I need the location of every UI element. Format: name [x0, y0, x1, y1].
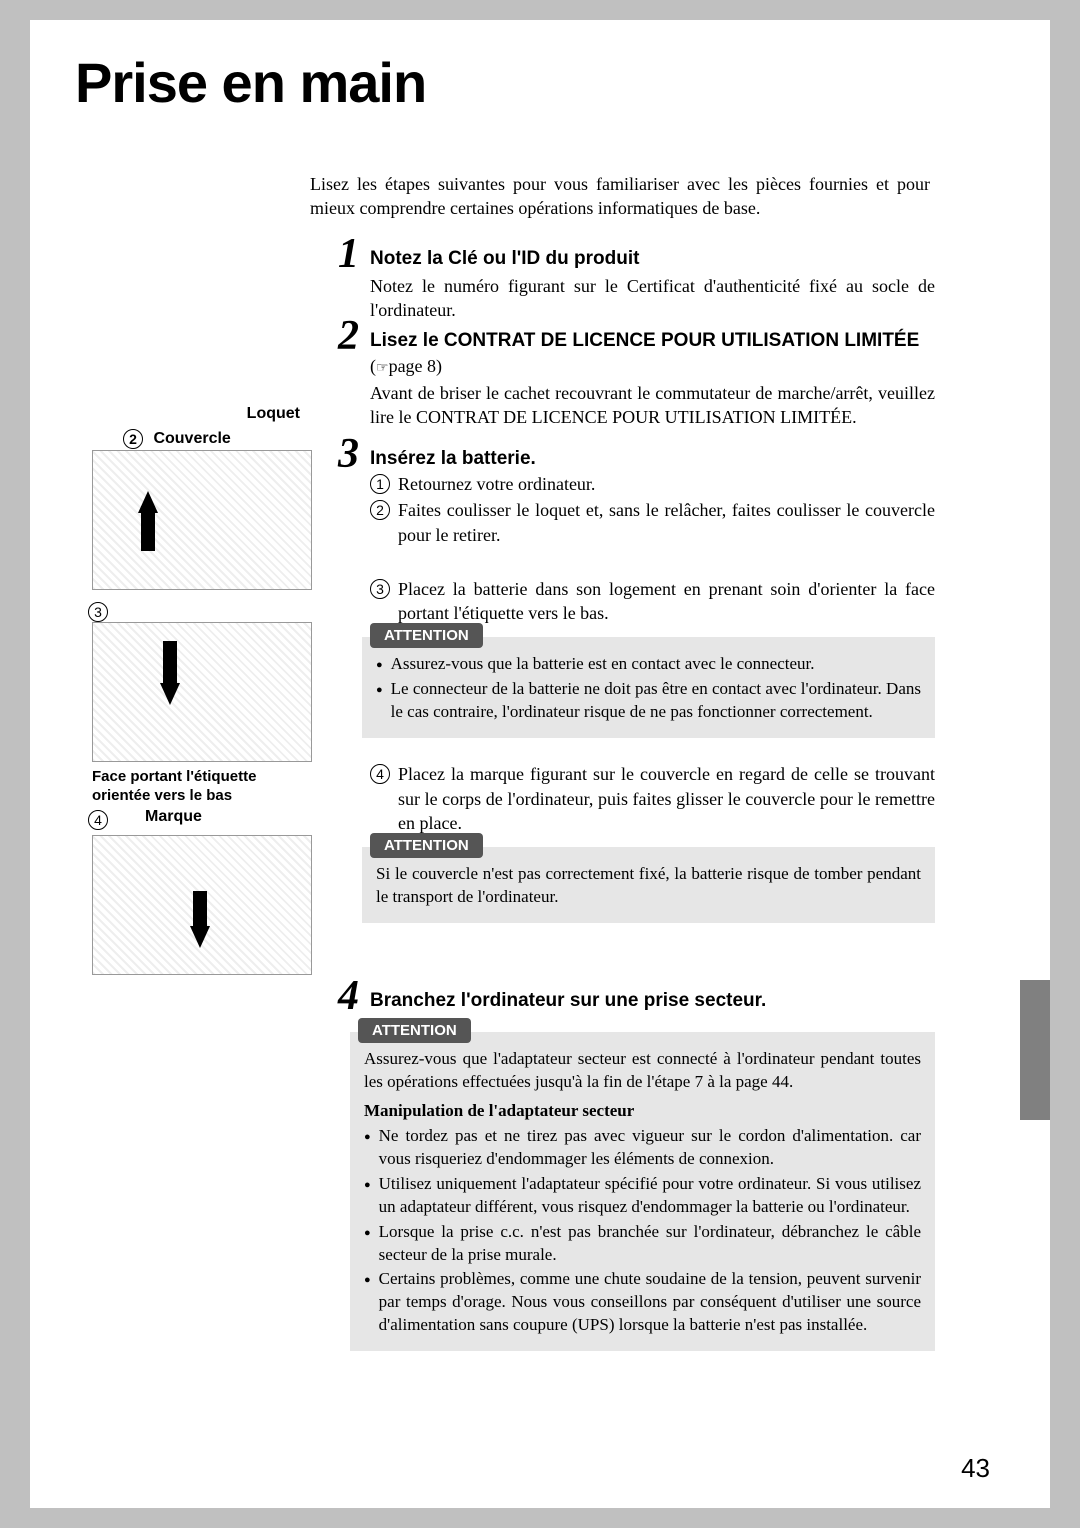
step-heading: Lisez le CONTRAT DE LICENCE POUR UTILISA…: [340, 330, 935, 352]
paren-close: ): [436, 356, 442, 376]
bullet-item: Utilisez uniquement l'adaptateur spécifi…: [364, 1173, 921, 1219]
label-loquet: Loquet: [85, 405, 310, 423]
attention-label: ATTENTION: [370, 623, 483, 648]
label-couvercle-text: Couvercle: [153, 430, 230, 447]
bullet-item: Le connecteur de la batterie ne doit pas…: [376, 678, 921, 724]
manual-page: Prise en main Lisez les étapes suivantes…: [30, 20, 1050, 1508]
circled-4-icon: 4: [370, 764, 390, 784]
substep-text: Placez la batterie dans son logement en …: [398, 577, 935, 626]
step-number: 2: [338, 312, 359, 360]
substep-3: 3 Placez la batterie dans son logement e…: [340, 577, 935, 626]
circled-3-icon: 3: [370, 579, 390, 599]
diagram-1: [92, 450, 312, 590]
step-3: 3 Insérez la batterie. 1 Retournez votre…: [340, 448, 935, 923]
arrow-icon: [160, 683, 180, 705]
diagram-2: [92, 622, 312, 762]
arrow-icon: [193, 891, 207, 929]
step-number: 3: [338, 430, 359, 478]
circled-4-icon: 4: [88, 810, 108, 830]
diagram-3: [92, 835, 312, 975]
diagram-labels-1: Loquet 2 Couvercle: [85, 405, 310, 449]
substep-2: 2 Faites coulisser le loquet et, sans le…: [340, 498, 935, 547]
bullet-item: Ne tordez pas et ne tirez pas avec vigue…: [364, 1125, 921, 1171]
substep-1: 1 Retournez votre ordinateur.: [340, 472, 935, 496]
attention-subhead: Manipulation de l'adaptateur secteur: [364, 1100, 921, 1123]
step-body: Notez le numéro figurant sur le Certific…: [340, 274, 935, 323]
substep-text: Faites coulisser le loquet et, sans le r…: [398, 498, 935, 547]
page-ref-text: page 8: [389, 356, 436, 376]
attention-label: ATTENTION: [358, 1018, 471, 1043]
attention-label: ATTENTION: [370, 833, 483, 858]
substep-4: 4 Placez la marque figurant sur le couve…: [340, 762, 935, 835]
substep-text: Retournez votre ordinateur.: [398, 472, 935, 496]
step-2: 2 Lisez le CONTRAT DE LICENCE POUR UTILI…: [340, 330, 935, 430]
bullet-item: Certains problèmes, comme une chute soud…: [364, 1268, 921, 1337]
substep-text: Placez la marque figurant sur le couverc…: [398, 762, 935, 835]
step-number: 4: [338, 972, 359, 1020]
attention-box-2: ATTENTION Si le couvercle n'est pas corr…: [362, 847, 935, 923]
page-reference: (☞page 8): [340, 356, 935, 377]
step-heading: Branchez l'ordinateur sur une prise sect…: [340, 990, 935, 1012]
page-number: 43: [961, 1453, 990, 1484]
attention-body: Assurez-vous que l'adaptateur secteur es…: [364, 1048, 921, 1337]
attention-body: Assurez-vous que la batterie est en cont…: [376, 653, 921, 724]
step-4: 4 Branchez l'ordinateur sur une prise se…: [340, 990, 935, 1351]
circled-1-icon: 1: [370, 474, 390, 494]
attention-body: Si le couvercle n'est pas correctement f…: [376, 863, 921, 909]
label-marque: Marque: [145, 808, 202, 826]
step-heading: Notez la Clé ou l'ID du produit: [340, 248, 935, 270]
arrow-icon: [190, 926, 210, 948]
step-heading: Insérez la batterie.: [340, 448, 935, 470]
arrow-icon: [163, 641, 177, 686]
hand-icon: ☞: [376, 361, 389, 376]
page-title: Prise en main: [75, 50, 426, 115]
step-number: 1: [338, 230, 359, 278]
arrow-icon: [138, 491, 158, 513]
bullet-item: Lorsque la prise c.c. n'est pas branchée…: [364, 1221, 921, 1267]
step-body: Avant de briser le cachet recouvrant le …: [340, 381, 935, 430]
label-couvercle: 2 Couvercle: [85, 429, 310, 449]
label-face: Face portant l'étiquette orientée vers l…: [92, 768, 317, 806]
attention-box-3: ATTENTION Assurez-vous que l'adaptateur …: [350, 1032, 935, 1351]
section-tab: [1020, 980, 1050, 1120]
step-1: 1 Notez la Clé ou l'ID du produit Notez …: [340, 248, 935, 323]
bullet-item: Assurez-vous que la batterie est en cont…: [376, 653, 921, 676]
circled-3-icon: 3: [88, 602, 108, 622]
circled-2-icon: 2: [123, 429, 143, 449]
intro-text: Lisez les étapes suivantes pour vous fam…: [310, 172, 930, 221]
circled-2-icon: 2: [370, 500, 390, 520]
attention-box-1: ATTENTION Assurez-vous que la batterie e…: [362, 637, 935, 738]
attention-paragraph: Assurez-vous que l'adaptateur secteur es…: [364, 1048, 921, 1094]
